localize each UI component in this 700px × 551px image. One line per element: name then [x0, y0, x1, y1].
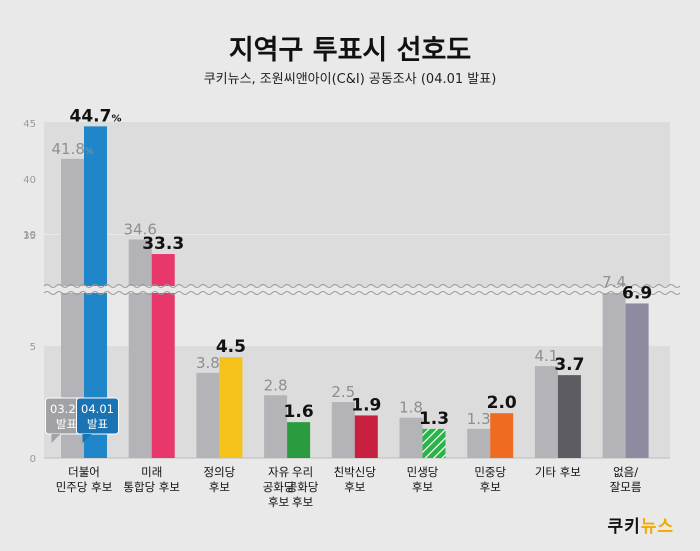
bar-prev-5 — [399, 417, 423, 458]
axis-break-gap — [44, 286, 670, 293]
y-tick-label: 40 — [23, 175, 36, 186]
brand-main: 쿠키 — [607, 517, 641, 537]
category-label-line: 후보 — [268, 495, 289, 509]
value-label-prev-7: 4.1 — [534, 347, 558, 365]
category-label-line: 더불어 — [68, 465, 100, 479]
value-label-prev-1: 34.6 — [123, 220, 156, 238]
axis-break-wave-bottom — [43, 291, 681, 295]
bar-curr-3 — [287, 422, 311, 458]
legend-callout-pointer-1 — [82, 434, 92, 443]
percent-sign: % — [85, 147, 94, 157]
bar-curr-4 — [354, 415, 378, 458]
bar-prev-3 — [264, 395, 288, 458]
category-label-line: 민중당 — [474, 465, 506, 479]
legend-callout-box-1 — [76, 397, 119, 435]
bar-curr-8 — [625, 303, 649, 458]
y-tick-label: 0 — [30, 454, 36, 465]
bar-prev-7 — [534, 366, 558, 458]
bar-curr-1 — [151, 254, 175, 458]
value-label-curr-4: 1.9 — [351, 395, 381, 415]
value-label-prev-8: 7.4 — [602, 273, 626, 291]
y-tick-label: 35 — [23, 231, 36, 242]
bar-prev-1 — [128, 239, 152, 458]
chart-subtitle: 쿠키뉴스, 조원씨앤아이(C&I) 공동조사 (04.01 발표) — [203, 72, 497, 87]
value-label-curr-7: 3.7 — [554, 355, 584, 375]
category-label-line: 자유 — [268, 465, 289, 479]
value-label-prev-6: 1.3 — [467, 410, 491, 428]
category-label-line: 민주당 후보 — [56, 480, 113, 494]
bar-prev-8 — [602, 292, 626, 458]
bar-prev-2 — [196, 372, 220, 458]
value-label-prev-2: 3.8 — [196, 354, 220, 372]
category-label-line: 잘모름 — [610, 480, 642, 494]
percent-sign: % — [111, 113, 121, 124]
brand-accent: 뉴스 — [640, 517, 674, 537]
bar-prev-0 — [61, 158, 84, 458]
category-label-line: 공화당 — [287, 480, 319, 494]
bar-curr-2 — [219, 357, 243, 458]
category-label-line: 후보 — [209, 480, 230, 494]
value-label-curr-1: 33.3 — [142, 234, 184, 254]
y-tick-label: 5 — [30, 342, 36, 353]
bar-prev-6 — [467, 428, 491, 458]
category-label-line: 민생당 — [407, 465, 439, 479]
value-label-curr-6: 2.0 — [487, 393, 517, 413]
category-label-line: 정의당 — [204, 465, 236, 479]
category-label-line: 후보 — [480, 480, 501, 494]
legend-sublabel-0: 발표 — [56, 417, 77, 431]
category-label-line: 미래 — [141, 465, 162, 479]
legend-sublabel-1: 발표 — [87, 417, 108, 431]
value-label-prev-3: 2.8 — [264, 376, 288, 394]
legend-label-1: 04.01 — [81, 402, 114, 416]
value-label-prev-5: 1.8 — [399, 399, 423, 417]
category-label-line: 기타 후보 — [535, 465, 581, 479]
category-label-line: 친박신당 — [334, 465, 377, 479]
value-label-curr-5: 1.3 — [419, 409, 449, 429]
y-tick-label: 10 — [23, 230, 36, 241]
category-label-line: 후보 — [344, 480, 365, 494]
category-label-line: 통합당 후보 — [123, 480, 180, 494]
category-label-line: 우리 — [292, 465, 313, 479]
category-label-line: 후보 — [292, 495, 313, 509]
legend-callout-pointer-0 — [51, 434, 61, 443]
category-label-line: 공화당 — [263, 480, 295, 494]
bar-prev-4 — [331, 402, 355, 458]
legend-label-0: 03.26 — [50, 402, 83, 416]
chart-title: 지역구 투표시 선호도 — [228, 35, 472, 66]
bar-curr-7 — [557, 375, 581, 458]
value-label-curr-3: 1.6 — [284, 402, 314, 422]
value-label-prev-4: 2.5 — [331, 383, 355, 401]
category-label-line: 없음/ — [613, 465, 638, 479]
grid-band-upper-1 — [44, 123, 670, 179]
bar-curr-6 — [490, 413, 514, 458]
y-tick-label: 45 — [23, 119, 36, 130]
value-label-prev-0: 41.8% — [52, 140, 94, 158]
value-label-curr-8: 6.9 — [622, 283, 652, 303]
bar-curr-5 — [422, 428, 446, 458]
brand-logo: 쿠키뉴스 — [607, 512, 674, 537]
value-label-curr-2: 4.5 — [216, 337, 246, 357]
category-label-line: 후보 — [412, 480, 433, 494]
value-label-curr-0: 44.7% — [70, 106, 122, 126]
axis-break-wave-top — [43, 284, 681, 288]
